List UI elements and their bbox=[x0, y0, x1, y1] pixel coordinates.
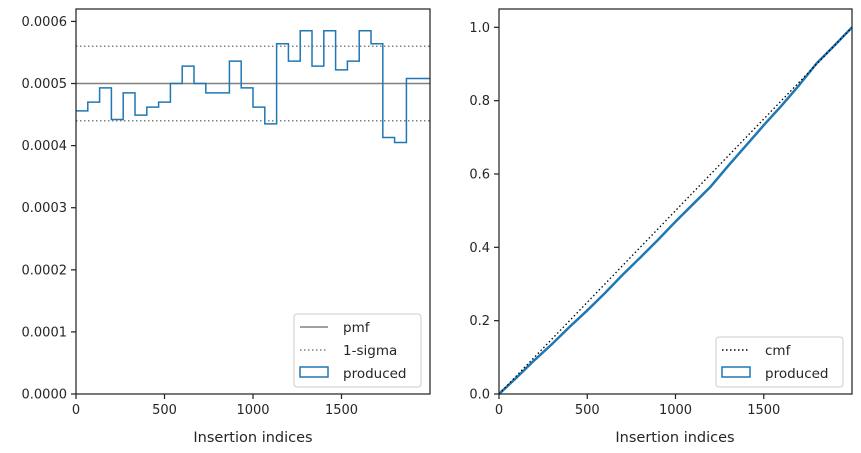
right-legend-produced-label: produced bbox=[765, 366, 829, 382]
right-x-tick-label: 0 bbox=[495, 403, 503, 418]
right-legend: cmf produced bbox=[715, 336, 844, 388]
left-y-tick-label: 0.0000 bbox=[22, 388, 68, 403]
left-x-tick-label: 1500 bbox=[325, 403, 358, 418]
left-legend-box bbox=[293, 313, 422, 388]
right-plot: 0 500 1000 1500 0.0 0.2 0.4 0.6 0.8 1.0 Insertion… bbox=[469, 8, 853, 446]
left-legend: pmf 1-sigma produced bbox=[293, 313, 422, 388]
left-y-tick-label: 0.0001 bbox=[22, 325, 68, 340]
left-ticks: 0 500 1000 1500 0.0000 0.0001 0.0002 0.0003 0.00… bbox=[22, 15, 359, 418]
produced-histogram bbox=[76, 29, 430, 144]
left-y-tick-label: 0.0002 bbox=[22, 263, 68, 278]
cmf-line bbox=[499, 26, 852, 394]
left-x-tick-label: 0 bbox=[72, 403, 80, 418]
left-legend-produced-label: produced bbox=[343, 366, 407, 382]
right-legend-cmf-label: cmf bbox=[765, 343, 792, 359]
left-legend-sigma-label: 1-sigma bbox=[343, 343, 397, 359]
left-y-tick-label: 0.0005 bbox=[22, 77, 68, 92]
produced-cdf-line bbox=[499, 26, 852, 394]
left-x-tick-label: 1000 bbox=[236, 403, 269, 418]
right-y-tick-label: 0.2 bbox=[469, 314, 490, 329]
left-legend-produced-swatch bbox=[299, 366, 329, 378]
left-y-tick-label: 0.0004 bbox=[22, 139, 68, 154]
left-marks bbox=[76, 29, 430, 144]
right-x-tick-label: 500 bbox=[575, 403, 600, 418]
right-y-tick-label: 1.0 bbox=[469, 21, 490, 36]
left-y-tick-label: 0.0006 bbox=[22, 15, 68, 30]
right-marks bbox=[499, 26, 852, 394]
right-y-tick-label: 0.0 bbox=[469, 388, 490, 403]
right-legend-box bbox=[715, 336, 844, 388]
right-y-tick-label: 0.8 bbox=[469, 94, 490, 109]
left-plot: 0 500 1000 1500 0.0000 0.0001 0.0002 0.0003 0.00… bbox=[22, 8, 431, 446]
right-x-axis-label: Insertion indices bbox=[615, 430, 734, 446]
right-legend-produced-swatch bbox=[721, 366, 751, 378]
left-x-axis-label: Insertion indices bbox=[193, 430, 312, 446]
right-axes-frame bbox=[498, 8, 853, 395]
right-y-tick-label: 0.6 bbox=[469, 168, 490, 183]
left-y-tick-label: 0.0003 bbox=[22, 201, 68, 216]
left-x-tick-label: 500 bbox=[152, 403, 177, 418]
right-ticks: 0 500 1000 1500 0.0 0.2 0.4 0.6 0.8 1.0 bbox=[469, 21, 780, 418]
right-x-tick-label: 1500 bbox=[747, 403, 780, 418]
right-x-tick-label: 1000 bbox=[659, 403, 692, 418]
right-y-tick-label: 0.4 bbox=[469, 241, 490, 256]
left-legend-pmf-label: pmf bbox=[343, 320, 371, 336]
